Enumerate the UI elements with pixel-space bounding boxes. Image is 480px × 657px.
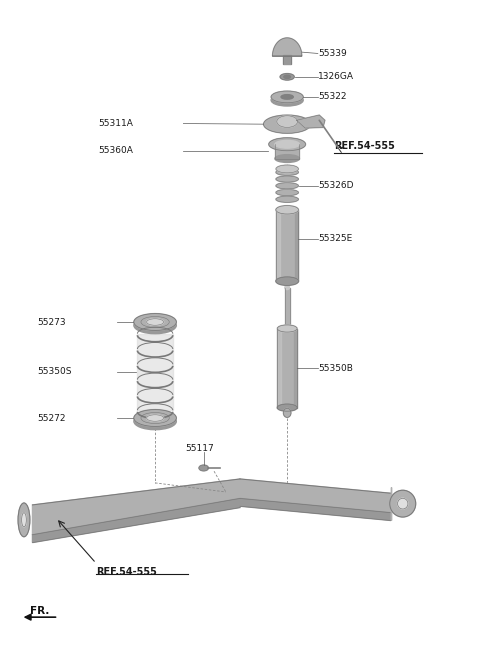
- Ellipse shape: [18, 503, 30, 537]
- Ellipse shape: [22, 512, 26, 527]
- Bar: [283, 55, 291, 64]
- Ellipse shape: [269, 138, 306, 150]
- Ellipse shape: [146, 415, 164, 421]
- Polygon shape: [276, 210, 280, 281]
- Ellipse shape: [199, 465, 208, 471]
- Bar: [276, 210, 299, 281]
- Text: 55350B: 55350B: [318, 363, 353, 373]
- Ellipse shape: [276, 206, 299, 214]
- Ellipse shape: [276, 196, 299, 202]
- Polygon shape: [294, 328, 297, 407]
- Text: 55360A: 55360A: [98, 147, 133, 155]
- Ellipse shape: [277, 116, 298, 127]
- Ellipse shape: [276, 165, 299, 173]
- Polygon shape: [277, 328, 281, 407]
- Polygon shape: [273, 38, 302, 56]
- Ellipse shape: [276, 170, 299, 175]
- Ellipse shape: [134, 313, 176, 330]
- Ellipse shape: [146, 319, 164, 325]
- Ellipse shape: [284, 75, 290, 78]
- Text: 55322: 55322: [318, 93, 347, 101]
- Text: 1326GA: 1326GA: [318, 72, 354, 81]
- Ellipse shape: [283, 408, 291, 417]
- Ellipse shape: [276, 189, 299, 196]
- Ellipse shape: [277, 404, 297, 411]
- Ellipse shape: [134, 409, 176, 426]
- Ellipse shape: [285, 286, 289, 290]
- Polygon shape: [295, 210, 299, 281]
- Bar: [137, 334, 173, 410]
- Polygon shape: [297, 115, 325, 128]
- Ellipse shape: [134, 413, 176, 430]
- Ellipse shape: [277, 325, 297, 332]
- Text: REF.54-555: REF.54-555: [335, 141, 395, 150]
- Text: REF.54-555: REF.54-555: [96, 566, 157, 577]
- Polygon shape: [240, 499, 391, 520]
- Text: 55339: 55339: [318, 49, 347, 58]
- Ellipse shape: [275, 154, 300, 162]
- Ellipse shape: [397, 498, 408, 509]
- Ellipse shape: [264, 115, 311, 133]
- Ellipse shape: [276, 183, 299, 189]
- Text: 55272: 55272: [37, 413, 66, 422]
- Polygon shape: [240, 479, 391, 512]
- Bar: [277, 328, 297, 407]
- Ellipse shape: [134, 317, 176, 334]
- Polygon shape: [33, 479, 240, 535]
- Ellipse shape: [276, 277, 299, 285]
- Ellipse shape: [271, 95, 303, 106]
- Polygon shape: [33, 499, 240, 543]
- Text: 55273: 55273: [37, 317, 66, 327]
- Bar: [285, 288, 289, 328]
- Ellipse shape: [275, 141, 300, 148]
- Text: FR.: FR.: [30, 606, 49, 616]
- Text: 55117: 55117: [186, 444, 215, 453]
- Ellipse shape: [271, 91, 303, 102]
- Ellipse shape: [276, 176, 299, 182]
- Text: 55325E: 55325E: [318, 235, 352, 244]
- Ellipse shape: [281, 95, 293, 99]
- Ellipse shape: [390, 490, 416, 517]
- Text: 55311A: 55311A: [98, 119, 133, 128]
- Text: 55350S: 55350S: [37, 367, 72, 376]
- Ellipse shape: [280, 74, 294, 80]
- Bar: [275, 145, 300, 158]
- Text: 55326D: 55326D: [318, 181, 354, 191]
